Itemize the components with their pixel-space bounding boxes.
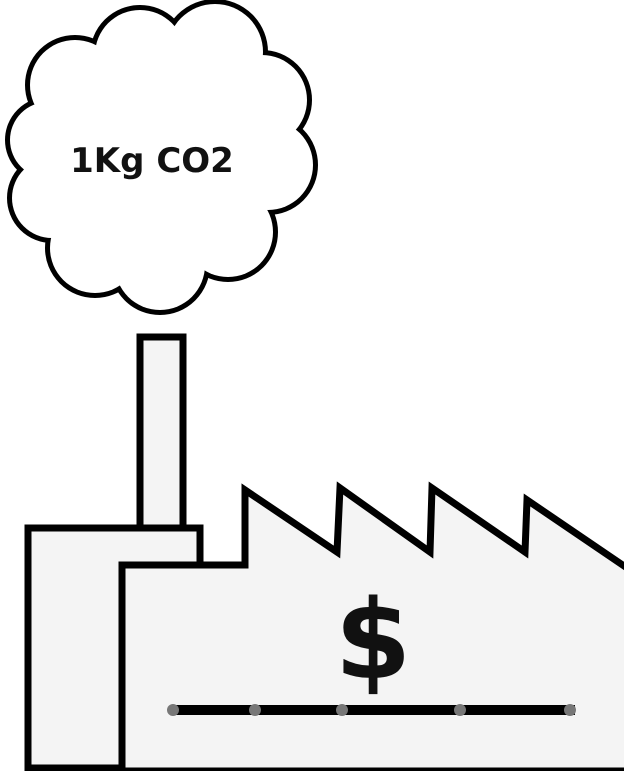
page: 1Kg CO2 $ (() => { const data = JSON.par… — [0, 0, 624, 771]
factory-label: $ — [335, 576, 412, 704]
illustration: 1Kg CO2 $ — [0, 0, 624, 771]
factory — [28, 337, 624, 771]
chimney — [140, 337, 183, 532]
cloud-label: 1Kg CO2 — [70, 141, 234, 181]
cloud: 1Kg CO2 — [10, 4, 313, 310]
